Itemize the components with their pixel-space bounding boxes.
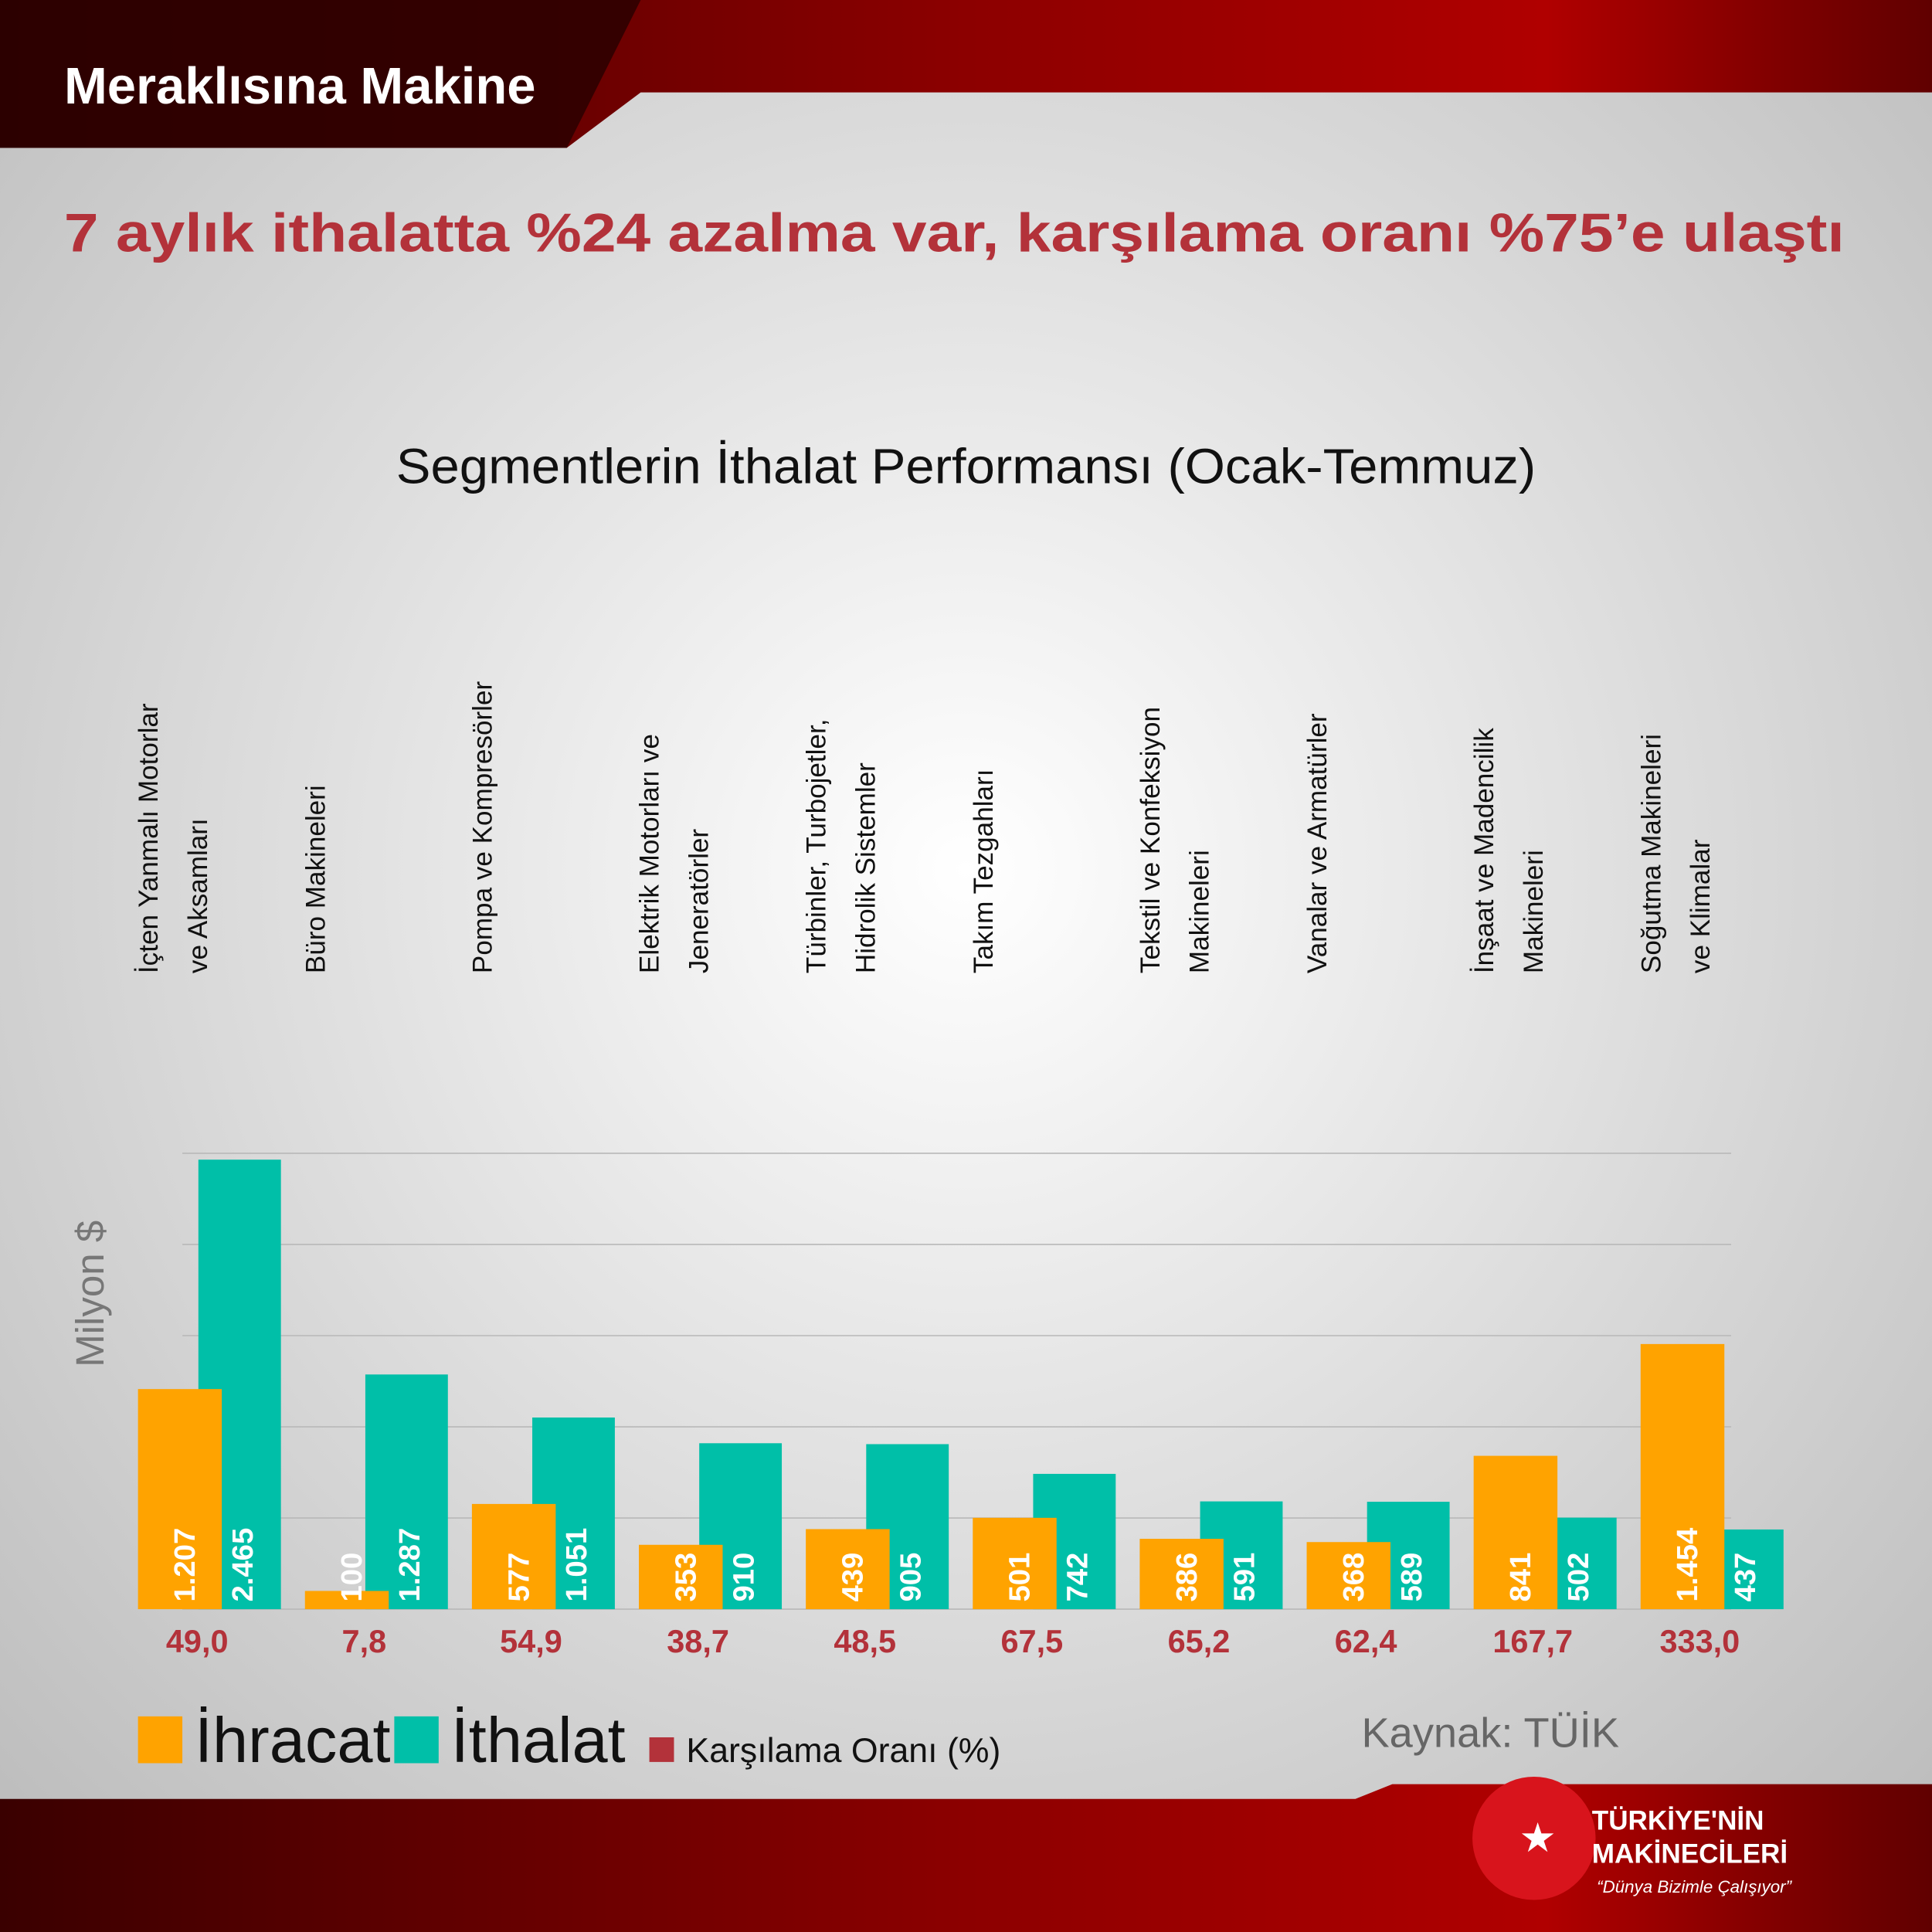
bar: [304, 1591, 389, 1610]
bar: [639, 1544, 723, 1610]
value-label: 437: [1729, 1553, 1762, 1602]
value-label: 591: [1228, 1553, 1261, 1602]
ratio-label: 7,8: [342, 1623, 387, 1659]
legend-swatch: [394, 1716, 439, 1764]
bar: [806, 1529, 890, 1610]
legend-swatch: [649, 1737, 674, 1762]
legend-label: Karşılama Oranı (%): [686, 1732, 1000, 1770]
value-label: 100: [335, 1553, 368, 1602]
ratio-label: 65,2: [1168, 1623, 1231, 1659]
logo-line: TÜRKİYE'NİN: [1592, 1806, 1764, 1836]
bar: [138, 1389, 222, 1610]
bar: [471, 1503, 556, 1610]
header-box: [0, 0, 641, 148]
x-tick-label: Soğutma Makineleri: [1636, 734, 1666, 973]
ratio-label: 67,5: [1000, 1623, 1063, 1659]
ratio-label: 48,5: [834, 1623, 896, 1659]
logo-star: [1521, 1822, 1554, 1852]
value-label: 439: [837, 1553, 870, 1602]
bar: [1473, 1455, 1558, 1610]
value-label: 1.454: [1671, 1527, 1704, 1601]
headline: 7 aylık ithalatta %24 azalma var, karşıl…: [64, 202, 1845, 263]
x-tick-label: Büro Makineleri: [300, 785, 331, 973]
logo-line: MAKİNECİLERİ: [1592, 1839, 1788, 1869]
value-label: 386: [1170, 1553, 1204, 1602]
value-label: 910: [727, 1553, 760, 1602]
value-label: 1.051: [560, 1528, 593, 1602]
chart-title: Segmentlerin İthalat Performansı (Ocak-T…: [396, 438, 1536, 494]
x-tick-label: Tekstil ve Konfeksiyon: [1136, 707, 1166, 973]
value-label: 577: [502, 1553, 535, 1602]
ratio-label: 62,4: [1335, 1623, 1397, 1659]
x-tick-label: ve Aksamları: [183, 818, 213, 973]
bar: [973, 1517, 1057, 1610]
source: Kaynak: TÜİK: [1362, 1710, 1620, 1757]
value-label: 2.465: [226, 1528, 260, 1602]
value-label: 1.287: [393, 1528, 426, 1602]
ratio-label: 49,0: [166, 1623, 229, 1659]
x-tick-label: Jeneratörler: [684, 829, 714, 973]
value-label: 368: [1337, 1553, 1370, 1602]
value-label: 905: [894, 1553, 927, 1602]
header-title: Meraklısına Makine: [64, 57, 536, 115]
x-tick-label: Hidrolik Sistemler: [851, 762, 881, 973]
bar: [1640, 1343, 1725, 1610]
x-tick-label: Elektrik Motorları ve: [635, 734, 665, 973]
x-tick-label: İçten Yanmalı Motorlar: [134, 703, 164, 973]
footer-band: [0, 1784, 1932, 1932]
legend-swatch: [138, 1716, 183, 1764]
value-label: 1.207: [168, 1528, 202, 1602]
x-tick-label: Takım Tezgahları: [969, 769, 999, 974]
value-label: 589: [1395, 1553, 1428, 1602]
value-label: 841: [1504, 1553, 1537, 1602]
x-tick-label: ve Klimalar: [1686, 839, 1716, 973]
x-tick-label: Pompa ve Kompresörler: [467, 681, 497, 974]
ratio-label: 54,9: [500, 1623, 562, 1659]
value-label: 502: [1562, 1553, 1595, 1602]
legend-label: İhracat: [195, 1704, 391, 1776]
value-label: 742: [1061, 1553, 1095, 1602]
value-label: 353: [669, 1553, 702, 1602]
y-axis-label: Milyon $: [68, 1221, 112, 1367]
legend-label: İthalat: [451, 1704, 626, 1776]
bar: [1306, 1542, 1390, 1610]
ratio-label: 333,0: [1659, 1623, 1740, 1659]
ratio-label: 167,7: [1492, 1623, 1573, 1659]
ratio-label: 38,7: [667, 1623, 729, 1659]
x-tick-label: İnşaat ve Madencilik: [1469, 728, 1499, 973]
logo-slogan: “Dünya Bizimle Çalışıyor”: [1597, 1877, 1792, 1896]
bar: [1139, 1538, 1224, 1610]
x-tick-label: Vanalar ve Armatürler: [1302, 713, 1333, 973]
bar: [365, 1374, 448, 1610]
x-tick-label: Türbinler, Turbojetler,: [802, 719, 832, 974]
value-label: 501: [1003, 1553, 1037, 1602]
x-tick-label: Makineleri: [1185, 850, 1215, 973]
x-tick-label: Makineleri: [1519, 850, 1549, 973]
